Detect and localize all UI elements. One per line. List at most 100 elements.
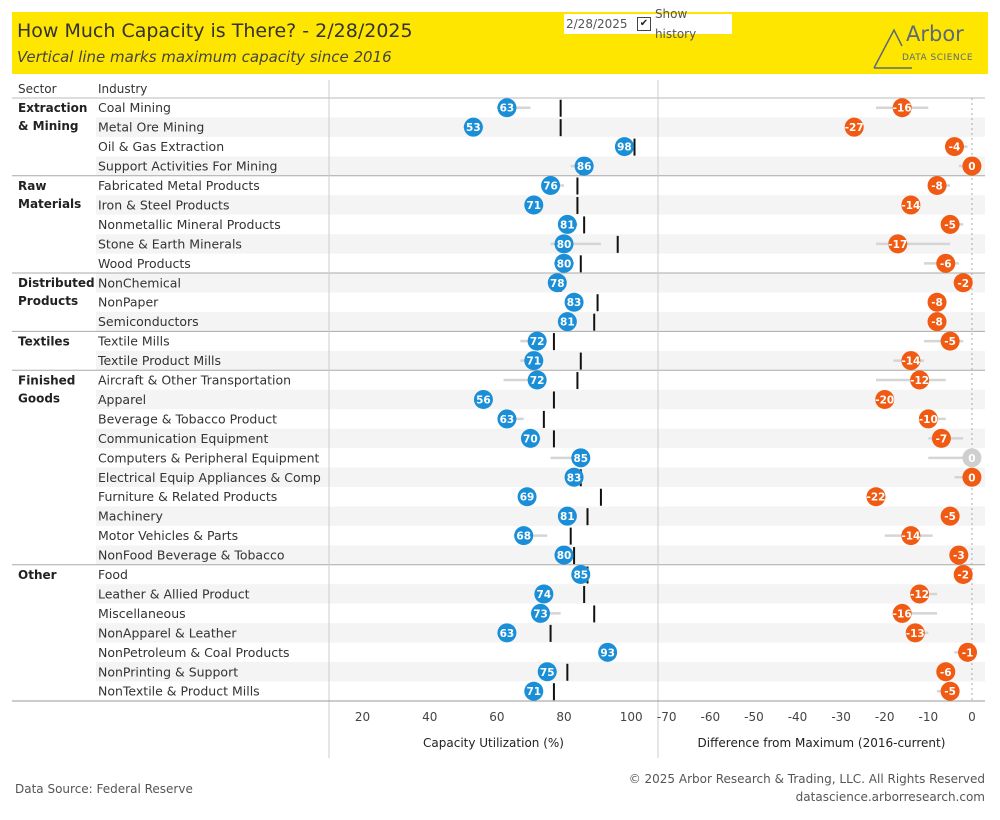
industry-label: NonTextile & Product Mills (98, 684, 260, 699)
util-point (557, 312, 577, 332)
industry-label: Semiconductors (98, 314, 199, 329)
sector-label: Goods (18, 391, 60, 405)
util-tick-label: 100 (620, 710, 643, 724)
diff-data-label: -14 (901, 531, 920, 543)
checkmark-icon: ✔ (637, 17, 651, 31)
util-data-label: 98 (617, 142, 632, 154)
diff-point (892, 603, 912, 623)
logo-subtext: DATA SCIENCE (902, 53, 974, 63)
diff-data-label: -3 (953, 550, 965, 562)
diff-data-label: 0 (968, 453, 975, 465)
industry-label: Nonmetallic Mineral Products (98, 217, 281, 232)
diff-point (888, 234, 908, 254)
sector-label: Extraction (18, 101, 87, 115)
diff-point (901, 351, 921, 371)
industry-label: NonApparel & Leather (98, 625, 237, 640)
diff-data-label: -5 (944, 511, 956, 523)
util-point (564, 292, 584, 312)
diff-tick-label: -60 (701, 710, 721, 724)
util-data-label: 80 (557, 258, 572, 270)
diff-point (962, 448, 982, 468)
diff-data-label: -14 (901, 356, 920, 368)
diff-axis-title: Difference from Maximum (2016-current) (698, 736, 946, 750)
row-band (96, 311, 985, 332)
industry-label: Computers & Peripheral Equipment (98, 450, 319, 465)
util-point (534, 584, 554, 604)
row-band (96, 467, 985, 487)
diff-data-label: -2 (957, 570, 969, 582)
page-subtitle: Vertical line marks maximum capacity sin… (17, 48, 392, 66)
diff-data-label: -8 (931, 297, 943, 309)
industry-label: Aircraft & Other Transportation (98, 373, 291, 388)
diff-point (866, 487, 886, 507)
util-point (514, 526, 534, 546)
header-banner: How Much Capacity is There? - 2/28/2025 … (12, 7, 988, 74)
industry-label: Stone & Earth Minerals (98, 236, 242, 251)
diff-data-label: -22 (867, 492, 886, 504)
diff-data-label: -14 (901, 200, 920, 212)
row-band (96, 156, 985, 176)
industry-label: Food (98, 567, 128, 582)
industry-label: Electrical Equip Appliances & Comp (98, 470, 321, 485)
util-point (463, 117, 483, 137)
diff-point (931, 428, 951, 448)
diff-point (918, 409, 938, 429)
util-data-label: 71 (526, 200, 541, 212)
util-axis-title: Capacity Utilization (%) (423, 736, 564, 750)
industry-label: Textile Mills (97, 334, 170, 349)
util-data-label: 69 (520, 492, 535, 504)
diff-data-label: -5 (944, 336, 956, 348)
diff-point (901, 195, 921, 215)
industry-label: Beverage & Tobacco Product (98, 411, 277, 426)
page-title: How Much Capacity is There? - 2/28/2025 (17, 20, 413, 42)
industry-label: Apparel (98, 392, 146, 407)
industry-label: NonFood Beverage & Tobacco (98, 548, 285, 563)
util-data-label: 53 (466, 122, 481, 134)
util-tick-label: 60 (489, 710, 504, 724)
util-point (537, 662, 557, 682)
website-link[interactable]: datascience.arborresearch.com (795, 790, 985, 804)
capacity-chart: Sector Industry Extraction & Mining Raw Mater… (12, 80, 985, 758)
util-data-label: 81 (560, 511, 575, 523)
util-data-label: 78 (550, 278, 565, 290)
diff-data-label: -8 (931, 181, 943, 193)
util-data-label: 83 (567, 472, 582, 484)
sector-label: Products (18, 294, 78, 308)
industry-label: Wood Products (98, 256, 191, 271)
util-data-label: 81 (560, 219, 575, 231)
util-point (571, 448, 591, 468)
date-input[interactable]: 2/28/2025 (564, 14, 638, 34)
util-data-label: 80 (557, 239, 572, 251)
diff-data-label: -6 (940, 667, 952, 679)
util-point (554, 234, 574, 254)
sector-label: Materials (18, 197, 81, 211)
industry-label: Support Activities For Mining (98, 159, 277, 174)
diff-data-label: -6 (940, 258, 952, 270)
sector-label: Distributed (18, 276, 95, 290)
industry-label: NonChemical (98, 275, 181, 290)
util-point (547, 273, 567, 293)
util-point (557, 506, 577, 526)
diff-point (940, 214, 960, 234)
util-data-label: 63 (500, 628, 515, 640)
industry-label: NonPrinting & Support (98, 664, 238, 679)
diff-data-label: -5 (944, 686, 956, 698)
diff-data-label: 0 (968, 161, 975, 173)
util-data-label: 68 (516, 531, 531, 543)
diff-point (844, 117, 864, 137)
util-data-label: 93 (600, 647, 615, 659)
diff-tick-label: -10 (919, 710, 939, 724)
util-data-label: 71 (526, 686, 541, 698)
util-data-label: 74 (537, 589, 552, 601)
row-band (96, 506, 985, 526)
diff-point (962, 467, 982, 487)
industry-label: Textile Product Mills (97, 353, 221, 368)
show-history-checkbox[interactable]: ✔ Show history (634, 7, 732, 41)
diff-data-label: -16 (893, 608, 912, 620)
row-band (96, 117, 985, 137)
row-band (96, 545, 985, 565)
util-point (524, 351, 544, 371)
diff-tick-label: -20 (875, 710, 895, 724)
diff-data-label: -2 (957, 278, 969, 290)
row-band (96, 273, 985, 293)
